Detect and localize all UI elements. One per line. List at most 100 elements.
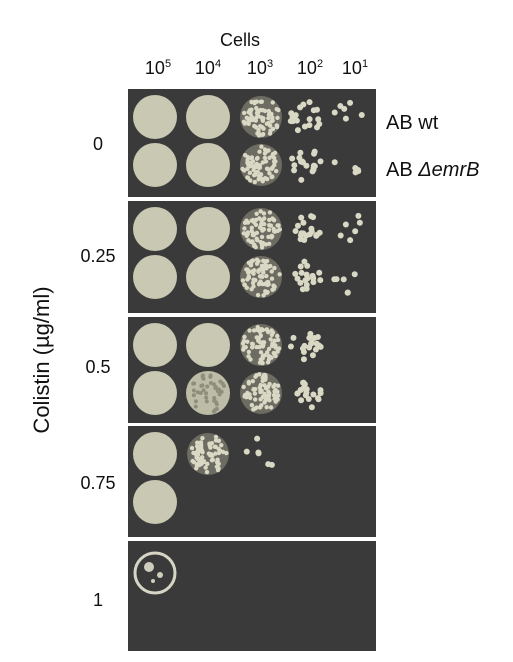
colony-dot xyxy=(262,392,266,396)
colony-dot xyxy=(289,155,295,161)
colony-dot xyxy=(217,439,221,443)
colony-dot xyxy=(301,349,307,355)
colony-dot xyxy=(259,240,263,244)
colony-dot xyxy=(261,293,265,297)
colony-dot xyxy=(276,393,280,397)
colony-dot xyxy=(271,100,275,104)
colony-dot xyxy=(295,127,301,133)
colony-dot xyxy=(352,228,358,234)
colony-dot xyxy=(304,282,310,288)
colony-dot xyxy=(270,269,274,273)
colony-dot xyxy=(259,177,263,181)
colony-dot xyxy=(267,171,271,175)
colony-dot xyxy=(318,158,324,164)
colony-dot xyxy=(311,151,317,157)
colony-dot xyxy=(247,276,251,280)
colony-dot xyxy=(307,331,313,337)
colony-dot xyxy=(316,270,322,276)
colony-dot xyxy=(306,122,312,128)
colony-dot xyxy=(209,374,213,378)
colony-dot xyxy=(345,290,351,296)
colony-dot xyxy=(267,109,271,113)
colony-spot xyxy=(133,432,177,476)
colony-dot xyxy=(273,338,277,342)
colony-dot xyxy=(244,395,248,399)
colony-spot xyxy=(186,323,230,367)
colony-dot xyxy=(248,396,252,400)
colony-dot xyxy=(254,218,258,222)
colony-dot xyxy=(196,461,200,465)
colony-dot xyxy=(314,232,320,238)
colony-dot xyxy=(262,400,266,404)
colony-dot xyxy=(295,223,301,229)
colony-dot xyxy=(347,237,353,243)
colony-dot xyxy=(269,337,273,341)
colony-dot xyxy=(219,443,223,447)
colony-dot xyxy=(261,270,265,274)
colony-dot xyxy=(248,108,252,112)
colony-dot xyxy=(338,232,344,238)
colony-dot xyxy=(263,375,267,379)
colony-dot xyxy=(265,149,269,153)
colony-dot xyxy=(265,461,271,467)
colony-spot xyxy=(186,143,230,187)
colony-spot xyxy=(133,255,177,299)
colony-dot xyxy=(205,470,209,474)
colony-spot xyxy=(133,371,177,415)
colony-dot xyxy=(315,116,321,122)
colony-dot xyxy=(249,262,253,266)
colony-dot xyxy=(144,562,154,572)
colony-dot xyxy=(266,116,270,120)
colony-dot xyxy=(318,344,324,350)
colony-dot xyxy=(244,234,248,238)
colony-dot xyxy=(299,270,305,276)
colony-dot xyxy=(257,150,261,154)
colony-dot xyxy=(254,106,258,110)
colony-dot xyxy=(252,233,256,237)
colony-dot xyxy=(196,453,200,457)
colony-dot xyxy=(267,394,271,398)
colony-dot xyxy=(260,125,264,129)
colony-dot xyxy=(207,441,211,445)
colony-dot xyxy=(290,114,296,120)
colony-dot xyxy=(248,178,252,182)
colony-dot xyxy=(256,325,260,329)
colony-dot xyxy=(204,396,208,400)
colony-dot xyxy=(258,334,262,338)
colony-dot xyxy=(210,458,214,462)
colony-dot xyxy=(256,293,260,297)
colony-dot xyxy=(270,216,274,220)
colony-dot xyxy=(199,443,203,447)
colony-dot xyxy=(310,352,316,358)
colony-dot xyxy=(265,122,269,126)
colony-dot xyxy=(268,354,272,358)
colony-dot xyxy=(291,162,297,168)
colony-dot xyxy=(359,112,365,118)
colony-dot xyxy=(151,579,155,583)
colony-dot xyxy=(242,111,246,115)
colony-dot xyxy=(255,237,259,241)
colony-dot xyxy=(254,223,258,227)
colony-dot xyxy=(347,100,353,106)
colony-dot xyxy=(352,271,358,277)
colony-dot xyxy=(317,277,323,283)
colony-dot xyxy=(273,352,277,356)
colony-dot xyxy=(251,258,255,262)
colony-dot xyxy=(157,572,163,578)
colony-dot xyxy=(259,359,263,363)
colony-dot xyxy=(258,209,262,213)
colony-dot xyxy=(298,215,304,221)
colony-dot xyxy=(195,444,199,448)
colony-dot xyxy=(261,259,265,263)
colony-dot xyxy=(212,409,216,413)
colony-dot xyxy=(267,242,271,246)
colony-dot xyxy=(301,380,307,386)
colony-dot xyxy=(251,284,255,288)
colony-dot xyxy=(262,383,266,387)
colony-dot xyxy=(275,390,279,394)
colony-dot xyxy=(294,391,300,397)
colony-dot xyxy=(297,150,303,156)
colony-dot xyxy=(246,155,250,159)
colony-dot xyxy=(298,263,304,269)
colony-spot xyxy=(133,480,177,524)
